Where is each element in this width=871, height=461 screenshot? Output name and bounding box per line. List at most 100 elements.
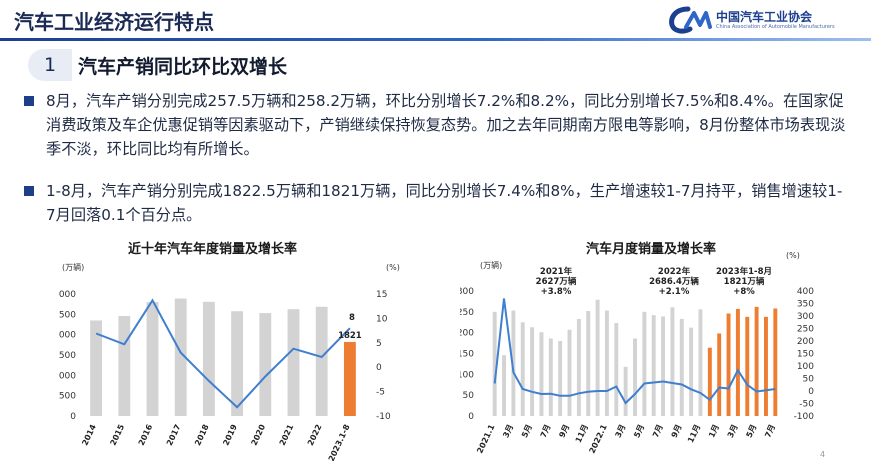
x-tick-label: 5月 — [520, 423, 534, 439]
bar-month-19 — [661, 316, 666, 416]
y-tick-label: 100 — [460, 370, 474, 380]
bar-month-9 — [567, 329, 572, 416]
x-tick-label: 2015 — [109, 423, 127, 447]
y-tick-label: 250 — [460, 308, 474, 318]
annotation-2-line-2: 2686.4万辆 — [649, 276, 699, 287]
bar-month-18 — [651, 315, 656, 416]
y-tick-label: 200 — [460, 329, 474, 339]
bar-2021 — [287, 309, 300, 416]
x-tick-label: 5月 — [745, 423, 759, 439]
section-title: 汽车产销同比环比双增长 — [78, 56, 288, 78]
bar-month-25 — [717, 333, 722, 416]
growth-rate-line — [493, 298, 776, 405]
annotation-3-line-1: 2023年1-8月 — [716, 266, 772, 277]
x-tick-label: 5月 — [632, 423, 646, 439]
annotation-1-line-1: 2021年 — [540, 266, 573, 277]
monthly-sales-chart-svg: (万辆) (%) 0 50 100 150 200 250 300 -100 -50 0 50 100 15… — [460, 251, 815, 455]
y-tick-label: 0 — [468, 412, 474, 422]
bar-2015 — [118, 315, 131, 416]
bar-2019 — [231, 311, 244, 416]
paragraph-text: 1-8月，汽车产销分别完成1822.5万辆和1821万辆，同比分别增长7.4%和… — [46, 182, 843, 224]
bar-2014 — [90, 320, 103, 416]
x-tick-label: 2022.1 — [588, 423, 609, 455]
y-tick-label: 50 — [463, 391, 475, 401]
x-tick-label: 2014 — [80, 423, 98, 447]
logo: 中国汽车工业协会 China Association of Automobile… — [668, 4, 868, 36]
y-tick-label: 150 — [460, 350, 474, 360]
bar-month-20 — [670, 307, 675, 416]
header: 汽车工业经济运行特点 中国汽车工业协会 China Association of… — [0, 0, 871, 44]
x-tick-label: 9月 — [557, 423, 571, 439]
bar-month-21 — [679, 318, 684, 416]
bar-2018 — [202, 301, 215, 416]
bar-2023.1-8 — [343, 341, 356, 416]
paragraph-text: 8月，汽车产销分别完成257.5万辆和258.2万辆，环比分别增长7.2%和8.… — [46, 92, 846, 158]
last-rate-label: 8 — [349, 313, 355, 323]
y2-tick-label: 0 — [376, 363, 382, 373]
bar-month-29 — [754, 306, 759, 416]
bar-month-11 — [586, 311, 591, 416]
x-tick-label: 2022 — [306, 423, 324, 447]
bar-month-12 — [595, 299, 600, 416]
caam-logo-icon — [669, 6, 712, 34]
y2-tick-label: -100 — [794, 412, 815, 422]
y2-axis-unit: (%) — [786, 251, 800, 260]
x-tick-label: 2018 — [193, 423, 211, 447]
y-tick-label: 1500 — [58, 351, 76, 361]
y2-tick-label: 10 — [376, 314, 388, 324]
y-tick-label: 300 — [460, 287, 474, 297]
y2-tick-label: 200 — [797, 337, 814, 347]
annotation-3-line-2: 1821万辆 — [724, 276, 765, 287]
bar-month-27 — [735, 308, 740, 416]
bar-month-14 — [614, 323, 619, 416]
annual-sales-chart-svg: (万辆) (%) 0 500 1000 1500 2000 2500 3000 -10 -5 0 5 10… — [58, 262, 400, 461]
logo-name-en: China Association of Automobile Manufact… — [716, 24, 835, 30]
y-axis-unit: (万辆) — [480, 260, 502, 270]
bar-month-26 — [726, 313, 731, 416]
bar-month-17 — [642, 311, 647, 416]
annotation-2-line-3: +2.1% — [659, 287, 690, 297]
y2-tick-label: 300 — [797, 312, 814, 322]
chart-title: 汽车月度销量及增长率 — [586, 242, 717, 257]
x-tick-label: 11月 — [686, 423, 702, 444]
y-tick-label: 500 — [59, 392, 76, 402]
annotation-2-line-1: 2022年 — [658, 266, 691, 277]
x-tick-label: 7月 — [651, 423, 665, 439]
x-tick-label: 3月 — [726, 423, 740, 439]
last-value-label: 1821 — [338, 331, 362, 341]
x-tick-label: 7月 — [763, 423, 777, 439]
y-tick-label: 1000 — [58, 371, 76, 381]
y2-tick-label: -50 — [799, 400, 814, 410]
y2-tick-label: 50 — [803, 375, 815, 385]
paragraph-august: 8月，汽车产销分别完成257.5万辆和258.2万辆，环比分别增长7.2%和8.… — [24, 89, 846, 161]
y2-tick-label: 5 — [376, 339, 382, 349]
bar-2017 — [174, 298, 187, 416]
x-tick-label: 2021.1 — [475, 423, 496, 455]
bar-month-8 — [558, 341, 563, 416]
y-axis-unit: (万辆) — [62, 262, 84, 272]
section-number: 1 — [28, 49, 72, 81]
y2-axis-unit: (%) — [386, 263, 400, 272]
bar-month-2 — [502, 355, 506, 416]
x-tick-label: 2020 — [250, 423, 268, 447]
monthly-sales-chart: 汽车月度销量及增长率 (万辆) (%) 0 50 100 150 200 250 300 -100… — [460, 236, 860, 461]
y2-tick-label: 400 — [797, 287, 814, 297]
paragraph-jan-aug: 1-8月，汽车产销分别完成1822.5万辆和1821万辆，同比分别增长7.4%和… — [24, 179, 846, 227]
bar-month-7 — [548, 338, 553, 416]
bar-month-4 — [520, 322, 525, 416]
header-divider — [0, 38, 871, 41]
bar-month-1 — [492, 311, 497, 416]
y2-tick-label: 150 — [797, 350, 814, 360]
y-tick-label: 2500 — [58, 310, 76, 320]
bar-month-22 — [689, 327, 694, 416]
bullet-square-icon — [24, 96, 34, 106]
annotation-3-line-3: +8% — [733, 287, 755, 297]
bar-month-28 — [745, 316, 750, 416]
bar-month-6 — [539, 332, 544, 416]
y2-tick-label: 15 — [376, 290, 387, 300]
bullet-square-icon — [24, 186, 34, 196]
section-heading: 1 汽车产销同比环比双增长 — [28, 49, 628, 83]
bar-month-23 — [698, 309, 703, 416]
y2-tick-label: 100 — [797, 362, 814, 372]
x-tick-label: 2019 — [221, 423, 239, 447]
